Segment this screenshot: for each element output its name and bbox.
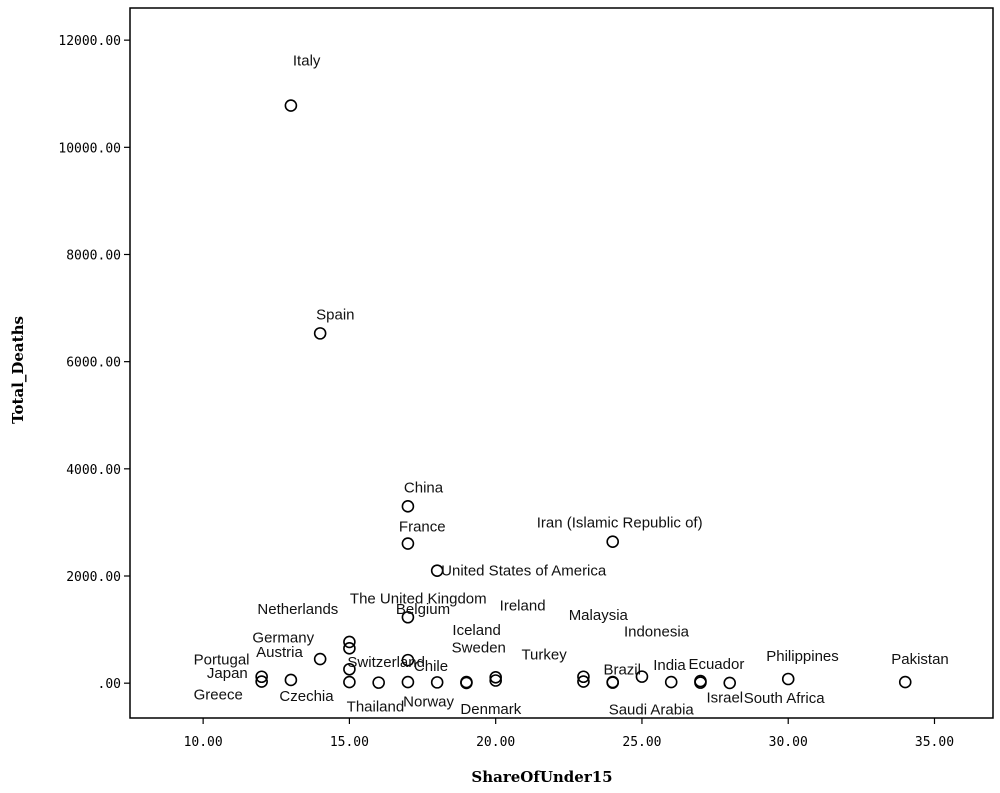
data-point — [430, 564, 444, 577]
point-label: Switzerland — [347, 654, 425, 671]
point-label: Spain — [316, 306, 354, 323]
point-label: Czechia — [279, 688, 334, 705]
point-label: Portugal — [194, 652, 250, 669]
y-axis-title: Total_Deaths — [9, 316, 27, 424]
point-label: China — [404, 479, 444, 496]
y-tick-label: 12000.00 — [58, 34, 121, 49]
data-point — [723, 676, 737, 690]
point-label: Turkey — [521, 647, 567, 664]
plot-frame — [129, 7, 994, 719]
point-label: Belgium — [396, 601, 450, 618]
data-point — [781, 672, 795, 686]
point-label: Sweden — [452, 639, 506, 656]
data-point — [664, 675, 678, 689]
point-label: Austria — [256, 644, 303, 661]
point-label: Iceland — [452, 622, 500, 639]
point-label: Italy — [293, 53, 321, 70]
point-label: Thailand — [347, 699, 405, 716]
y-tick-label: 8000.00 — [66, 248, 121, 263]
data-point — [577, 675, 590, 688]
data-point — [489, 670, 502, 684]
data-point — [401, 537, 415, 550]
data-point — [606, 676, 619, 689]
data-point — [401, 653, 415, 667]
y-tick-label: 6000.00 — [66, 356, 121, 371]
data-point — [284, 99, 298, 112]
point-label: South Africa — [744, 690, 826, 707]
point-label: Norway — [403, 693, 454, 710]
data-point — [577, 670, 590, 684]
point-label: Netherlands — [257, 601, 338, 618]
x-tick-label: 10.00 — [184, 735, 223, 750]
data-point — [372, 676, 385, 689]
point-label: Iran (Islamic Republic of) — [537, 515, 703, 532]
data-point — [284, 673, 298, 687]
point-label: Saudi Arabia — [609, 702, 695, 719]
point-label: Pakistan — [891, 651, 949, 668]
point-label: Brazil — [603, 662, 641, 679]
point-label: The United Kingdom — [350, 590, 487, 607]
data-point — [606, 535, 619, 549]
point-label: Greece — [194, 687, 243, 704]
data-point — [401, 675, 415, 689]
x-axis-ticks: 10.00 15.00 20.00 25.00 30.00 35.00 — [184, 718, 954, 750]
data-point — [255, 670, 268, 684]
point-label: Denmark — [460, 701, 521, 718]
data-point — [460, 676, 473, 690]
x-tick-label: 25.00 — [622, 735, 661, 750]
y-tick-label: 4000.00 — [66, 463, 121, 478]
point-label: Philippines — [766, 648, 839, 665]
x-tick-label: 20.00 — [476, 735, 515, 750]
data-point — [313, 652, 327, 666]
data-point — [343, 662, 356, 676]
point-label: Ecuador — [688, 656, 744, 673]
point-label: Japan — [207, 665, 248, 682]
x-tick-label: 15.00 — [330, 735, 369, 750]
x-tick-label: 30.00 — [769, 735, 808, 750]
data-point — [694, 676, 707, 689]
data-point — [401, 610, 415, 624]
data-point — [343, 642, 356, 655]
point-label: Malaysia — [569, 607, 629, 624]
x-axis-title: ShareOfUnder15 — [471, 768, 612, 786]
data-point — [430, 676, 444, 689]
point-label: Israel — [706, 690, 743, 707]
point-label: United States of America — [441, 563, 607, 580]
point-label: France — [399, 519, 446, 536]
point-label: India — [653, 657, 686, 674]
y-tick-label: 10000.00 — [58, 141, 121, 156]
data-point — [898, 675, 912, 689]
y-axis-ticks: .00 2000.00 4000.00 6000.00 8000.00 10000.00 1… — [58, 34, 130, 692]
data-point — [255, 675, 268, 688]
x-tick-label: 35.00 — [915, 735, 954, 750]
point-label: Germany — [252, 629, 314, 646]
point-label: Indonesia — [624, 624, 690, 641]
data-point — [343, 635, 356, 649]
point-label: Chile — [414, 658, 448, 675]
data-point — [489, 674, 502, 687]
point-label: Ireland — [500, 597, 546, 614]
data-point — [635, 670, 649, 683]
data-points: Italy Spain China France Iran (Islamic Repub… — [194, 53, 949, 719]
data-point — [313, 327, 327, 340]
y-tick-label: .00 — [98, 677, 121, 692]
y-tick-label: 2000.00 — [66, 570, 121, 585]
data-point — [343, 675, 356, 689]
data-point — [401, 500, 415, 513]
